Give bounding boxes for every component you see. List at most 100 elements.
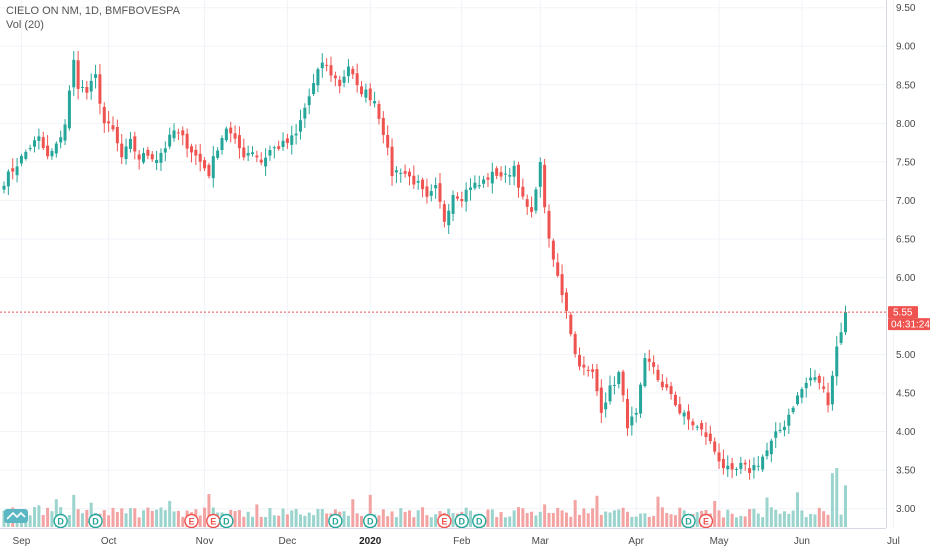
candle-body	[782, 426, 786, 431]
candle-body	[734, 468, 738, 470]
volume-bar	[665, 513, 669, 527]
candle-body	[189, 146, 193, 153]
candle-body	[251, 152, 255, 154]
volume-bar	[412, 517, 416, 527]
volume-bar	[538, 511, 542, 527]
price-tick-label: 4.50	[896, 389, 916, 400]
volume-bar	[499, 512, 503, 527]
candle-body	[72, 59, 76, 88]
volume-bar	[543, 504, 547, 527]
price-tick-label: 8.50	[896, 80, 916, 91]
candle-body	[94, 74, 98, 78]
volume-bar	[625, 511, 629, 527]
candle-body	[730, 463, 734, 470]
volume-bar	[320, 508, 324, 527]
volume-bar	[429, 517, 433, 527]
event-marker-label: D	[367, 516, 374, 526]
candle-body	[120, 143, 124, 158]
event-marker-label: E	[210, 516, 216, 526]
candle-body	[451, 195, 455, 214]
event-marker-circle	[219, 513, 234, 529]
candle-body	[843, 312, 847, 333]
chart-title[interactable]: CIELO ON NM, 1D, BMFBOVESPA	[6, 5, 181, 17]
candle-body	[128, 138, 132, 149]
event-marker-label: D	[332, 516, 339, 526]
event-marker-label: D	[57, 516, 64, 526]
candle-body	[329, 65, 333, 76]
candle-body	[33, 140, 37, 147]
candle-body	[464, 189, 468, 202]
volume-bar	[203, 507, 207, 527]
volume-bar	[67, 515, 71, 527]
volume-bar	[586, 513, 590, 527]
price-tick-label: 8.00	[896, 119, 916, 130]
bar-countdown-label: 04:31:24	[891, 320, 930, 331]
candle-body	[220, 138, 224, 151]
volume-bar	[259, 516, 263, 527]
volume-bar	[713, 500, 717, 527]
candle-body	[390, 146, 394, 177]
candle-body	[416, 181, 420, 183]
candle-body	[595, 369, 599, 392]
volume-bar	[368, 494, 372, 527]
volume-bar	[774, 509, 778, 527]
price-tick-label: 9.50	[896, 3, 916, 14]
volume-bar	[656, 496, 660, 527]
volume-bar	[521, 508, 525, 527]
candle-body	[37, 136, 41, 141]
volume-indicator-label[interactable]: Vol (20)	[6, 19, 44, 31]
volume-bar	[307, 512, 311, 527]
candle-body	[665, 384, 669, 388]
volume-bar	[739, 515, 743, 527]
volume-bar	[111, 507, 115, 527]
candle-body	[198, 153, 202, 162]
candle-body	[425, 186, 429, 197]
volume-bar	[285, 514, 289, 527]
volume-bar	[50, 511, 54, 527]
volume-bar	[168, 500, 172, 527]
price-tick-label: 6.50	[896, 234, 916, 245]
volume-bar	[652, 516, 656, 527]
volume-bar	[325, 513, 329, 527]
candle-body	[647, 358, 651, 362]
candle-body	[482, 179, 486, 184]
event-marker: D	[88, 513, 103, 529]
last-price-label: 5.55	[893, 308, 913, 319]
volume-bar	[730, 513, 734, 527]
event-marker-circle	[681, 513, 696, 529]
candle-body	[839, 332, 843, 343]
volume-bar	[386, 516, 390, 527]
volume-bar	[839, 514, 843, 527]
volume-bar	[547, 512, 551, 527]
volume-bar	[407, 510, 411, 527]
volume-bar	[756, 513, 760, 527]
candle-body	[660, 381, 664, 388]
volume-bar	[421, 507, 425, 527]
time-tick-label: Mar	[532, 536, 550, 547]
volume-bar	[673, 515, 677, 527]
candle-body	[259, 159, 263, 163]
candle-body	[85, 86, 89, 93]
candle-body	[761, 456, 765, 470]
time-tick-label: Feb	[453, 536, 471, 547]
volume-bar	[743, 516, 747, 527]
price-axis[interactable]: 3.003.504.004.505.005.506.006.507.007.50…	[896, 3, 916, 515]
volume-bar	[573, 500, 577, 527]
volume-bar	[207, 494, 211, 527]
candle-body	[233, 133, 237, 139]
candle-body	[687, 411, 691, 420]
candle-body	[721, 459, 725, 469]
volume-bar	[843, 485, 847, 527]
time-axis[interactable]: Sep Oct Nov Dec 2020 Feb Mar Apr May Jun Jul	[13, 536, 900, 547]
volume-bar	[612, 510, 616, 527]
candle-body	[224, 128, 228, 141]
event-marker-circle	[472, 513, 487, 529]
volume-bar	[360, 515, 364, 527]
candle-body	[621, 371, 625, 396]
candle-body	[617, 372, 621, 385]
tradingview-logo-icon[interactable]	[4, 509, 28, 523]
candle-body	[490, 171, 494, 184]
volume-bar	[469, 510, 473, 527]
event-marker: D	[363, 513, 378, 529]
